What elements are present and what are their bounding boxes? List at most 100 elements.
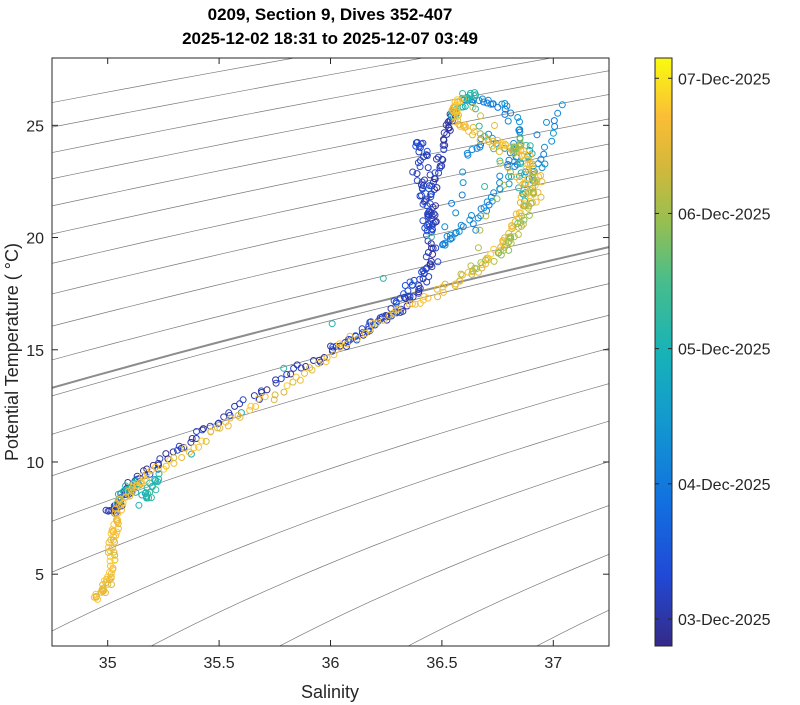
data-point xyxy=(469,103,477,111)
data-point xyxy=(472,91,480,99)
reference-isopycnal xyxy=(52,246,609,389)
data-point xyxy=(495,148,503,156)
data-point xyxy=(505,230,513,237)
data-point xyxy=(434,258,442,266)
data-point xyxy=(436,162,444,170)
data-point xyxy=(199,425,207,433)
data-point xyxy=(156,455,164,463)
data-point xyxy=(129,480,137,488)
data-point xyxy=(487,250,495,258)
data-point xyxy=(188,435,196,442)
data-point xyxy=(524,156,532,164)
data-point xyxy=(504,117,512,125)
data-point xyxy=(494,136,502,144)
data-point xyxy=(328,320,336,328)
data-point xyxy=(401,282,409,289)
data-point xyxy=(428,263,436,271)
data-point xyxy=(105,543,113,551)
data-point xyxy=(491,122,498,129)
data-point xyxy=(155,470,163,478)
data-point xyxy=(537,193,545,201)
data-point xyxy=(283,382,291,390)
data-point xyxy=(393,309,400,317)
data-point xyxy=(416,163,424,171)
data-point xyxy=(496,185,504,193)
data-point xyxy=(459,223,467,231)
isopycnal-line xyxy=(52,253,609,397)
data-point xyxy=(250,392,258,400)
data-point xyxy=(252,403,260,410)
y-tick-label: 10 xyxy=(26,455,44,472)
y-tick-label: 20 xyxy=(26,231,44,248)
data-point xyxy=(488,142,496,150)
isopycnal-line xyxy=(52,348,609,522)
data-point xyxy=(475,97,483,105)
data-point xyxy=(463,149,471,157)
data-point xyxy=(110,528,117,536)
isopycnal-line xyxy=(52,58,425,128)
data-point xyxy=(322,358,330,366)
data-point xyxy=(180,444,188,451)
data-point xyxy=(548,137,556,145)
data-point xyxy=(412,139,420,147)
data-point xyxy=(456,122,464,130)
data-point xyxy=(478,264,486,272)
data-point xyxy=(296,376,304,384)
data-point xyxy=(114,516,122,524)
data-point xyxy=(425,273,433,281)
data-point xyxy=(202,437,210,445)
data-point xyxy=(541,160,549,168)
data-point xyxy=(429,226,436,234)
data-point xyxy=(463,96,471,104)
data-point xyxy=(504,161,512,168)
data-point xyxy=(385,311,393,319)
data-point xyxy=(396,294,404,302)
data-point xyxy=(423,227,431,235)
data-point xyxy=(292,373,300,381)
data-point xyxy=(518,151,526,159)
data-point xyxy=(516,135,524,143)
data-point xyxy=(474,214,482,222)
data-point xyxy=(315,356,323,364)
isopycnal-line xyxy=(52,58,554,153)
data-point xyxy=(104,580,112,588)
data-point xyxy=(336,340,343,348)
data-point xyxy=(426,182,434,190)
data-point xyxy=(514,114,522,121)
data-point xyxy=(494,249,502,257)
data-point xyxy=(412,142,420,150)
data-point xyxy=(439,240,447,248)
data-point xyxy=(538,178,546,186)
data-point xyxy=(361,330,369,337)
data-point xyxy=(137,480,145,488)
data-point xyxy=(490,257,498,265)
data-point xyxy=(129,488,136,496)
data-point xyxy=(434,293,442,301)
data-point xyxy=(409,168,417,176)
data-point xyxy=(549,129,557,137)
isopycnal-line xyxy=(278,505,609,646)
data-point xyxy=(519,190,526,198)
isopycnal-line xyxy=(52,70,609,180)
data-point xyxy=(422,151,430,159)
data-point xyxy=(424,294,432,302)
data-point xyxy=(343,340,351,348)
data-point xyxy=(215,419,223,427)
data-point xyxy=(270,396,278,404)
data-point xyxy=(468,146,476,154)
data-point xyxy=(421,176,428,184)
isopycnal-line xyxy=(52,314,609,477)
data-point xyxy=(528,160,536,168)
data-point xyxy=(522,165,530,173)
data-point xyxy=(289,378,297,386)
data-point xyxy=(302,363,310,370)
data-point xyxy=(314,360,322,367)
data-point xyxy=(505,180,513,188)
data-point xyxy=(481,183,489,190)
data-point xyxy=(181,444,189,452)
data-point xyxy=(170,454,178,462)
data-point xyxy=(455,228,463,235)
data-point xyxy=(551,123,559,130)
data-point xyxy=(413,170,421,178)
data-point xyxy=(111,510,119,517)
